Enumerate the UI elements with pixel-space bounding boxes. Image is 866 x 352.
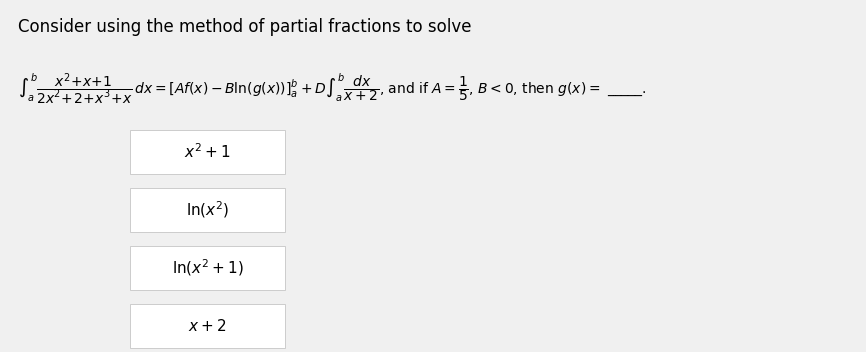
Text: $\mathrm{ln}\left(x^2+1\right)$: $\mathrm{ln}\left(x^2+1\right)$ <box>171 258 243 278</box>
Text: $x+2$: $x+2$ <box>189 318 227 334</box>
Text: $x^2+1$: $x^2+1$ <box>184 143 230 161</box>
Text: $\int_a^b \dfrac{x^2\!+\!x\!+\!1}{2x^2\!+\!2\!+\!x^3\!+\!x}\,dx = [Af(x) - B\ln(: $\int_a^b \dfrac{x^2\!+\!x\!+\!1}{2x^2\!… <box>18 72 647 107</box>
FancyBboxPatch shape <box>130 304 285 348</box>
FancyBboxPatch shape <box>130 188 285 232</box>
Text: $\mathrm{ln}\left(x^2\right)$: $\mathrm{ln}\left(x^2\right)$ <box>186 200 229 220</box>
FancyBboxPatch shape <box>130 246 285 290</box>
Text: Consider using the method of partial fractions to solve: Consider using the method of partial fra… <box>18 18 471 36</box>
FancyBboxPatch shape <box>130 130 285 174</box>
